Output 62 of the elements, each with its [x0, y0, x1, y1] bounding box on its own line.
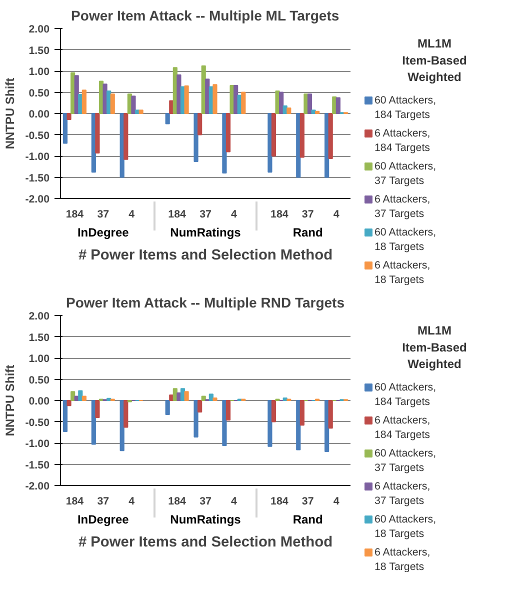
- x-tick-label: 4: [128, 496, 135, 508]
- y-tick-label: 0.00: [28, 396, 50, 408]
- legend-label: 6 Attackers, 37 Targets: [374, 480, 430, 507]
- legend-label: 60 Attackers, 184 Targets: [374, 94, 436, 121]
- x-tick-label: 37: [97, 496, 110, 508]
- x-axis-title: # Power Items and Selection Method: [78, 248, 333, 264]
- x-tick-label: 37: [302, 208, 314, 220]
- x-tick-label: 184: [168, 208, 186, 220]
- y-tick-label: -0.50: [25, 416, 50, 429]
- chart-title: Power Item Attack -- Multiple RND Targets: [66, 294, 345, 310]
- legend-label: 60 Attackers, 18 Targets: [374, 514, 436, 540]
- y-axis-title: NNTPU Shift: [3, 364, 18, 436]
- y-tick-label: 0.50: [28, 374, 50, 386]
- y-tick-label: 2.00: [28, 24, 50, 36]
- y-tick-label: -2.00: [25, 480, 50, 492]
- text: Rand: [292, 512, 323, 526]
- y-tick-label: 0.00: [28, 108, 50, 120]
- y-tick-label: -2.00: [25, 194, 50, 206]
- y-tick-label: -1.00: [25, 438, 50, 450]
- y-tick-label: 2.00: [28, 310, 50, 322]
- y-tick-label: 1.00: [28, 66, 50, 78]
- x-tick-label: 184: [270, 208, 288, 220]
- x-tick-label: 184: [66, 208, 84, 220]
- y-tick-label: 0.50: [28, 87, 50, 100]
- text: NumRatings: [170, 512, 242, 526]
- x-tick-label: 4: [333, 208, 340, 220]
- x-tick-label: 4: [230, 208, 237, 220]
- text: InDegree: [77, 512, 130, 526]
- legend-label: 6 Attackers, 18 Targets: [374, 546, 430, 573]
- legend-label: 6 Attackers, 18 Targets: [374, 260, 430, 286]
- legend-label: 6 Attackers, 184 Targets: [374, 128, 430, 154]
- legend-label: 60 Attackers, 37 Targets: [374, 160, 436, 187]
- y-tick-label: 1.50: [28, 332, 50, 344]
- x-tick-label: 37: [302, 496, 314, 508]
- y-tick-label: 1.00: [28, 353, 50, 365]
- x-axis-title: # Power Items and Selection Method: [78, 534, 333, 550]
- text: NumRatings: [170, 226, 242, 240]
- y-tick-label: -1.00: [25, 151, 50, 163]
- y-tick-label: -1.50: [25, 459, 50, 472]
- y-axis-title: NNTPU Shift: [3, 78, 18, 150]
- x-tick-label: 37: [200, 496, 212, 508]
- legend-label: 60 Attackers, 184 Targets: [374, 382, 436, 408]
- x-tick-label: 184: [270, 496, 288, 508]
- y-tick-label: -1.50: [25, 172, 50, 184]
- x-tick-label: 37: [97, 208, 110, 220]
- legend-title: ML1M Item-Based Weighted: [402, 324, 467, 372]
- legend-label: 6 Attackers, 37 Targets: [374, 194, 430, 220]
- x-tick-label: 4: [230, 496, 237, 508]
- x-tick-label: 4: [333, 496, 340, 508]
- x-tick-label: 4: [128, 208, 135, 220]
- legend-label: 60 Attackers, 18 Targets: [374, 226, 436, 253]
- x-tick-label: 184: [168, 496, 186, 508]
- chart-title: Power Item Attack -- Multiple ML Targets: [71, 8, 340, 24]
- y-tick-label: 1.50: [28, 44, 50, 57]
- x-tick-label: 37: [200, 208, 212, 220]
- y-tick-label: -0.50: [25, 130, 50, 142]
- text: InDegree: [77, 226, 130, 240]
- x-tick-label: 184: [66, 496, 84, 508]
- legend-title: ML1M Item-Based Weighted: [402, 36, 467, 84]
- legend-label: 6 Attackers, 184 Targets: [374, 414, 430, 441]
- text: Rand: [292, 226, 323, 240]
- legend-label: 60 Attackers, 37 Targets: [374, 448, 436, 474]
